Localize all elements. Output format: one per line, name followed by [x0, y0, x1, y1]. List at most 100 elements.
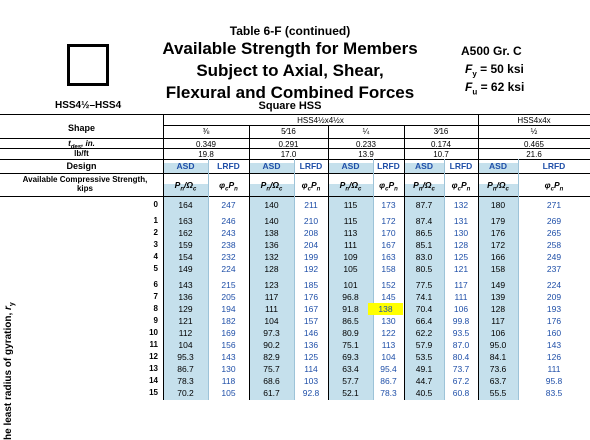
table-cell: 132	[264, 252, 279, 263]
table-cell: 113	[343, 228, 358, 239]
lbft-2: 13.9	[358, 150, 374, 159]
symbol-lrfd: φcPn	[219, 180, 238, 193]
table-cell: 84.1	[489, 352, 507, 363]
table-title: Table 6-F (continued)	[229, 24, 351, 38]
table-cell: 152	[381, 280, 396, 290]
design-asd: ASD	[415, 161, 433, 171]
table-cell: 70.2	[177, 388, 194, 399]
design-asd: ASD	[489, 161, 507, 171]
table-cell: 80.9	[342, 328, 359, 339]
table-cell: 172	[490, 240, 506, 251]
table-cell: 60.8	[452, 388, 470, 399]
table-cell: 69.3	[342, 352, 359, 363]
table-cell: 74.1	[415, 292, 433, 303]
shape-name-hss4: HSS4x4x	[517, 116, 551, 125]
size-3-16: 3⁄16	[433, 127, 449, 136]
table-cell: 111	[344, 240, 357, 251]
table-cell: 113	[381, 340, 396, 350]
table-cell: 126	[546, 352, 562, 363]
design-asd: ASD	[262, 161, 281, 171]
shape-range-label: HSS4½–HSS4	[55, 100, 122, 111]
table-cell: 247	[221, 200, 236, 210]
table-cell: 49.1	[415, 364, 433, 375]
symbol-asd: Pn/Ωc	[413, 180, 435, 193]
heading-line-3: Flexural and Combined Forces	[165, 83, 415, 102]
row-k-value: 5	[153, 264, 158, 274]
table-cell: 125	[453, 252, 469, 263]
table-cell: 111	[547, 364, 561, 375]
tdes-2: 0.233	[355, 140, 377, 149]
table-cell: 106	[453, 304, 469, 315]
table-cell: 246	[221, 216, 236, 226]
table-cell: 179	[490, 216, 506, 226]
table-cell: 83.0	[415, 252, 433, 263]
table-cell: 68.6	[263, 376, 280, 387]
table-cell: 105	[221, 388, 236, 399]
tdes-label: tdes, in.	[68, 139, 95, 151]
table-cell: 205	[221, 292, 236, 303]
table-cell: 95.3	[177, 352, 194, 363]
table-cell: 86.7	[380, 376, 397, 387]
table-cell: 143	[178, 280, 193, 290]
table-cell: 75.1	[342, 340, 359, 350]
table-cell: 85.1	[415, 240, 433, 251]
fu-value: Fu = 62 ksi	[465, 80, 525, 97]
symbol-lrfd: φcPn	[451, 180, 471, 193]
tdes-5: 0.465	[523, 140, 545, 149]
table-cell: 208	[303, 228, 319, 239]
table-cell: 104	[178, 340, 193, 350]
table-cell: 75.7	[263, 364, 280, 375]
table-cell: 101	[343, 280, 358, 290]
design-asd: ASD	[341, 161, 360, 171]
strength-table: Shape tdes, in. lb/ft Design Available C…	[0, 114, 590, 440]
table-cell: 86.5	[342, 316, 359, 327]
table-cell: 249	[546, 252, 562, 263]
square-hss-icon	[67, 44, 109, 86]
table-cell: 139	[490, 292, 506, 303]
design-lrfd: LRFD	[217, 161, 240, 171]
table-cell: 78.3	[380, 388, 397, 399]
table-cell: 123	[264, 280, 279, 290]
row-k-value: 0	[153, 200, 158, 209]
table-cell: 138	[368, 303, 403, 316]
table-cell: 61.7	[263, 388, 280, 399]
table-cell: 176	[490, 228, 506, 239]
table-cell: 67.2	[452, 376, 470, 387]
size-3-8: ⅜	[202, 127, 210, 136]
table-cell: 172	[381, 216, 396, 226]
table-cell: 167	[381, 240, 396, 251]
table-cell: 128	[490, 304, 506, 315]
table-cell: 140	[264, 200, 279, 210]
table-cell: 53.5	[415, 352, 433, 363]
table-cell: 70.4	[415, 304, 433, 315]
table-cell: 117	[491, 316, 505, 327]
table-cell: 243	[221, 228, 236, 239]
table-cell: 159	[178, 240, 193, 251]
table-cell: 66.4	[415, 316, 433, 327]
table-cell: 232	[221, 252, 236, 263]
table-cell: 121	[178, 316, 193, 327]
table-cell: 140	[264, 216, 279, 226]
material-grade: A500 Gr. C	[461, 44, 522, 58]
symbol-asd: Pn/Ωc	[260, 180, 283, 193]
table-cell: 97.3	[263, 328, 280, 339]
table-cell: 211	[304, 200, 318, 210]
table-cell: 176	[303, 292, 319, 303]
table-cell: 93.5	[452, 328, 470, 339]
row-k-value: 11	[149, 340, 158, 349]
table-cell: 104	[381, 352, 396, 363]
row-k-value: 8	[153, 304, 158, 314]
table-cell: 136	[303, 340, 319, 350]
lbft-label: lb/ft	[74, 149, 89, 158]
lbft-0: 19.8	[198, 150, 214, 159]
table-cell: 111	[265, 304, 278, 315]
table-cell: 129	[178, 304, 193, 315]
table-cell: 115	[343, 216, 358, 226]
table-cell: 78.3	[177, 376, 194, 387]
row-k-value: 6	[153, 280, 158, 289]
table-cell: 258	[546, 240, 562, 251]
table-cell: 96.8	[342, 292, 359, 303]
table-cell: 91.8	[342, 304, 359, 315]
lbft-3: 10.7	[433, 150, 449, 159]
design-label: Design	[66, 161, 97, 171]
